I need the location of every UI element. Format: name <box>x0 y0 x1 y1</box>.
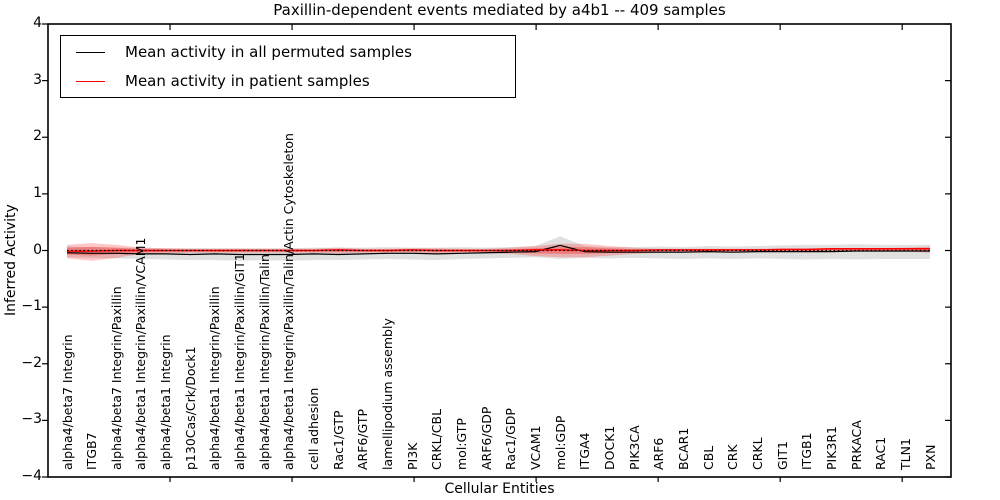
chart-title: Paxillin-dependent events mediated by a4… <box>273 1 726 19</box>
y-tick-label: 4 <box>33 15 42 31</box>
legend-item: Mean activity in all permuted samples <box>61 38 515 67</box>
legend-line-swatch-black <box>76 51 105 53</box>
y-tick-label: −2 <box>21 354 42 371</box>
x-category-label: alpha4/beta1 Integrin/Paxillin/Talin <box>256 254 272 470</box>
x-category-label: mol:GTP <box>454 418 469 470</box>
x-category-label: BCAR1 <box>675 427 691 470</box>
x-category-label: ARF6 <box>651 437 667 470</box>
y-tick-label: 2 <box>33 128 42 145</box>
x-category-label: mol:GDP <box>552 415 568 470</box>
x-category-label: CRKL/CBL <box>429 408 445 470</box>
x-category-label: alpha4/beta7 Integrin <box>59 334 75 470</box>
x-category-label: alpha4/beta7 Integrin/Paxillin <box>108 286 124 470</box>
legend: Mean activity in all permuted samples Me… <box>60 35 516 98</box>
x-category-label: CRK <box>725 444 741 470</box>
x-category-label: CRKL <box>749 437 765 470</box>
x-category-label: PRKACA <box>848 420 864 470</box>
legend-item: Mean activity in patient samples <box>61 67 515 96</box>
legend-line-swatch-red <box>76 80 105 82</box>
x-category-label: alpha4/beta1 Integrin/Paxillin/Talin/Act… <box>281 133 297 470</box>
y-tick-label: −4 <box>21 468 42 484</box>
x-category-label: PIK3R1 <box>823 425 839 470</box>
x-category-label: Rac1/GDP <box>503 408 519 470</box>
x-category-label: Rac1/GTP <box>330 410 346 470</box>
x-category-label: alpha4/beta1 Integrin <box>158 334 174 470</box>
x-category-label: PXN <box>922 444 938 470</box>
x-category-label: DOCK1 <box>601 425 617 470</box>
x-category-label: TLN1 <box>897 438 913 470</box>
x-category-label: alpha4/beta1 Integrin/Paxillin/GIT1 <box>232 253 248 470</box>
y-tick-label: 3 <box>33 71 42 88</box>
legend-item-label: Mean activity in patient samples <box>125 72 370 90</box>
x-axis-title: Cellular Entities <box>444 481 555 497</box>
x-category-label: ITGB7 <box>84 432 100 470</box>
x-category-label: ARF6/GDP <box>478 406 494 470</box>
x-category-label: PIK3CA <box>626 425 642 470</box>
y-tick-label: −3 <box>21 411 42 428</box>
series-line-permuted <box>66 244 930 256</box>
x-category-label: CBL <box>700 445 716 470</box>
legend-item-label: Mean activity in all permuted samples <box>125 43 412 61</box>
x-category-label: alpha4/beta1 Integrin/Paxillin <box>207 286 223 470</box>
x-category-label: GIT1 <box>774 441 790 470</box>
x-category-label: ITGB1 <box>799 432 815 470</box>
x-category-label: VCAM1 <box>527 425 543 470</box>
x-category-label: p130Cas/Crk/Dock1 <box>182 346 198 470</box>
x-category-label: PI3K <box>404 442 420 470</box>
x-category-label: ARF6/GTP <box>355 408 371 470</box>
x-category-label: RAC1 <box>873 436 889 470</box>
y-tick-label: −1 <box>21 298 42 315</box>
x-category-label: lamellipodium assembly <box>380 318 396 470</box>
y-tick-label: 0 <box>33 241 42 258</box>
x-category-label: alpha4/beta1 Integrin/Paxillin/VCAM1 <box>133 237 149 470</box>
x-category-label: cell adhesion <box>306 387 322 470</box>
x-category-label: ITGA4 <box>577 432 593 470</box>
y-tick-label: 1 <box>33 184 42 201</box>
